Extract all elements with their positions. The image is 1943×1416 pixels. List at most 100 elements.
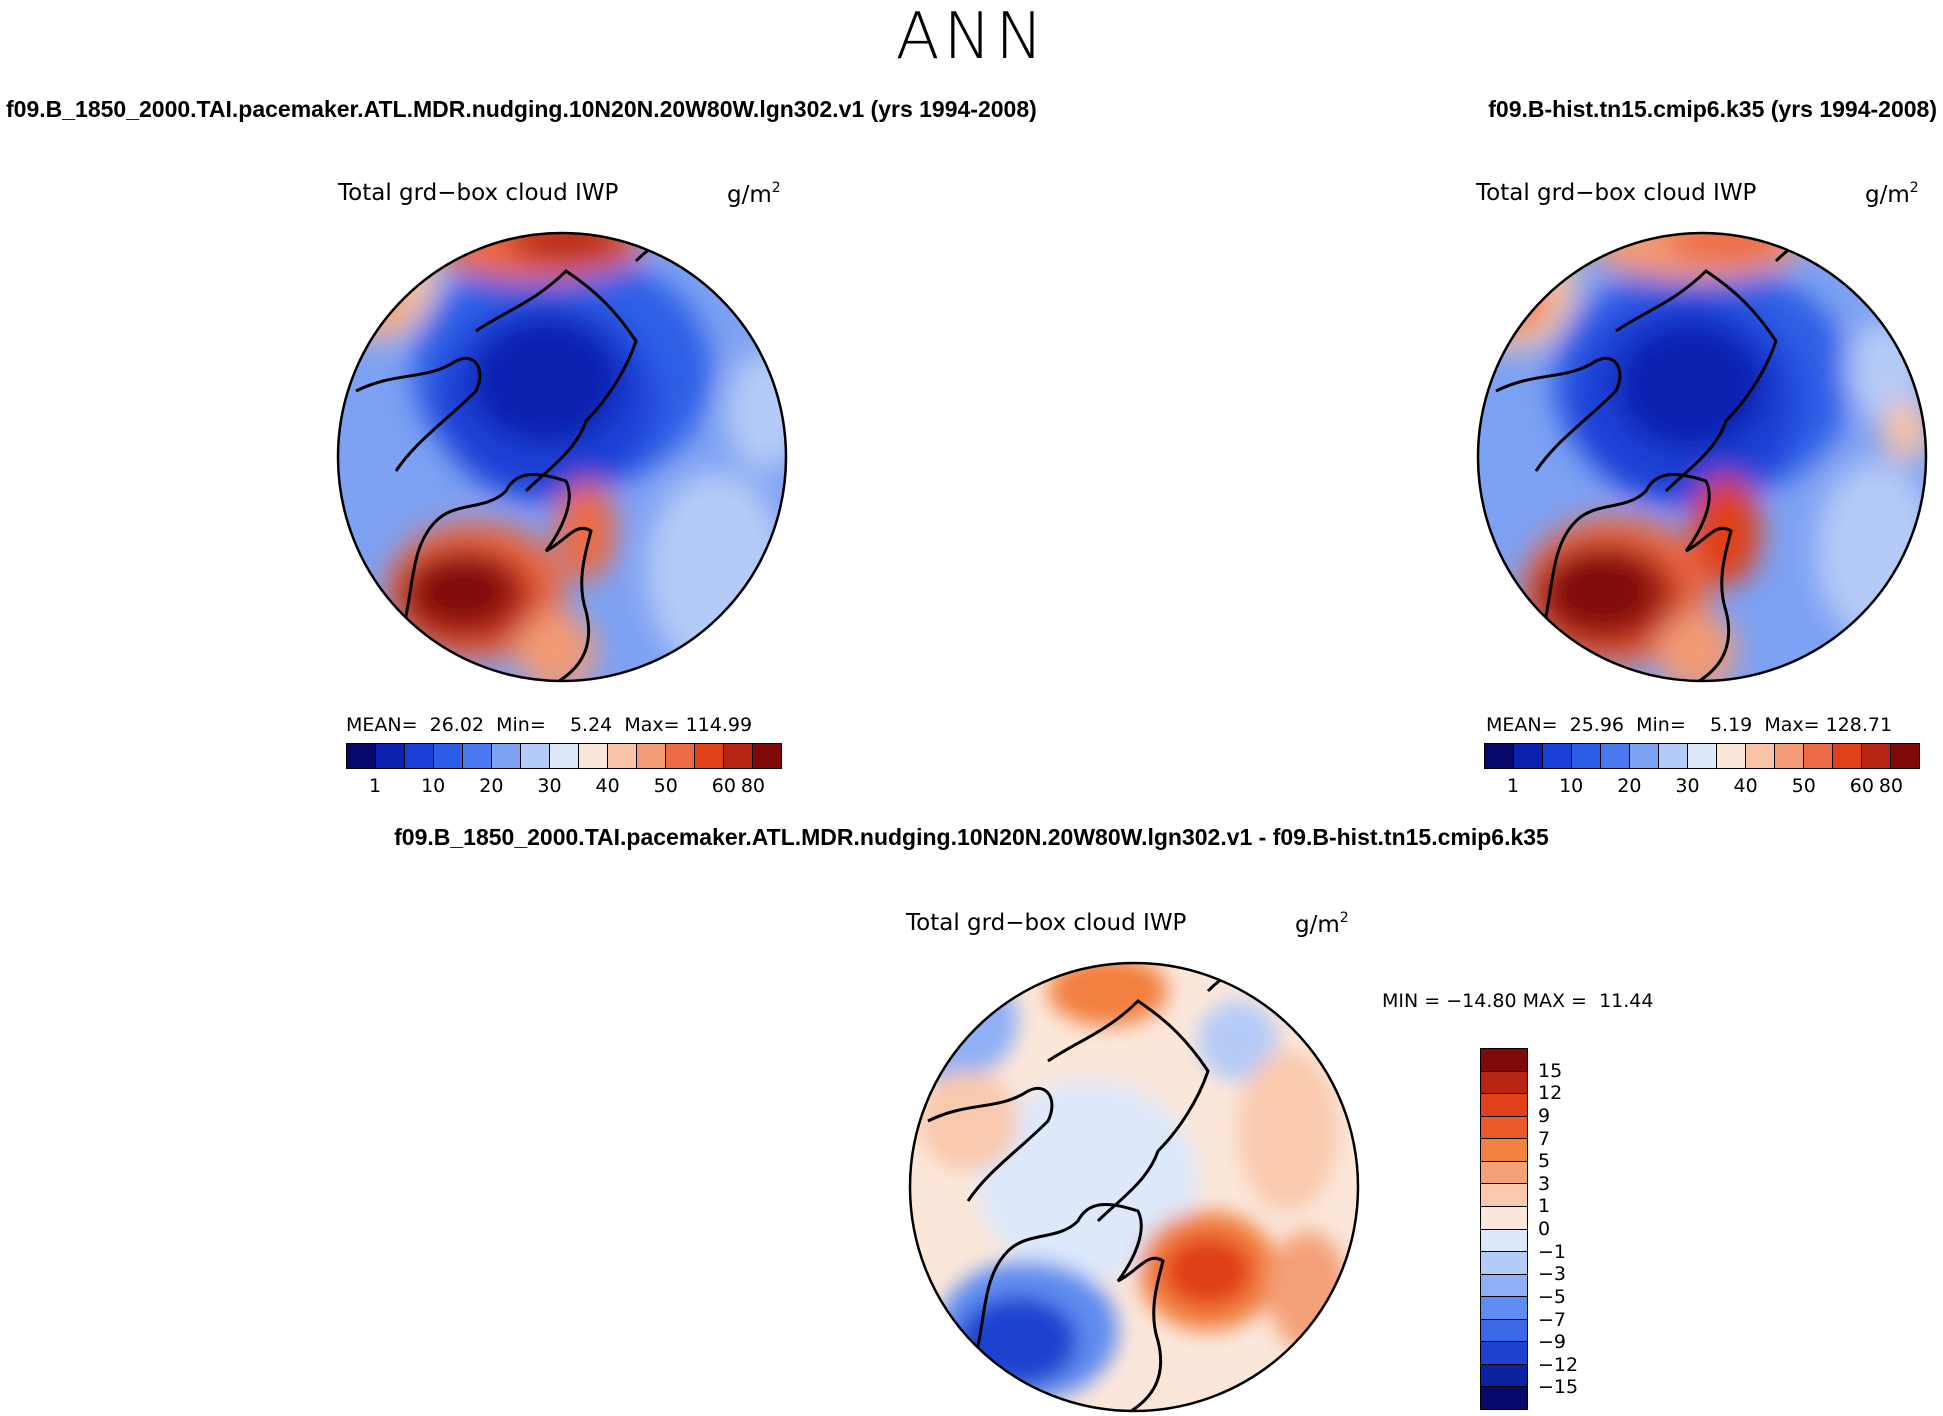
colorbar-tick-label: 10: [421, 775, 446, 797]
colorbar-swatch: [1481, 1297, 1527, 1320]
colorbar-tick-label: 5: [1538, 1150, 1551, 1173]
colorbar-swatch: [1862, 744, 1891, 768]
colorbar-tick-label: 3: [1538, 1172, 1551, 1195]
polar-map-diff: [908, 961, 1360, 1413]
season-title: ANN: [895, 0, 1048, 74]
colorbar-tick-label: 50: [1791, 775, 1816, 797]
colorbar-tick-label: 80: [1878, 775, 1904, 797]
colorbar-swatch: [1481, 1364, 1527, 1388]
colorbar-swatch: [1481, 1274, 1527, 1298]
colorbar-swatch: [434, 744, 463, 768]
colorbar-swatch: [1659, 744, 1688, 768]
colorbar-swatch: [1543, 744, 1572, 768]
colorbar-swatch: [1481, 1139, 1527, 1162]
colorbar-swatch: [637, 744, 666, 768]
colorbar-swatch: [666, 744, 695, 768]
coastlines: [1495, 233, 1917, 681]
colorbar-tick-label: 7: [1538, 1127, 1551, 1150]
colorbar-tick-label: 20: [479, 775, 504, 797]
colorbar-tick-label: 20: [1617, 775, 1642, 797]
polar-map-1: [336, 231, 788, 683]
colorbar-swatch: [1481, 1387, 1527, 1409]
colorbar-swatch: [1481, 1116, 1527, 1140]
colorbar-tick-label: 15: [1538, 1059, 1563, 1082]
colorbar-swatch: [1891, 744, 1919, 768]
colorbar-swatch: [1572, 744, 1601, 768]
units-diff: g/m2: [1295, 910, 1349, 938]
colorbar-swatch: [724, 744, 753, 768]
colorbar-swatch: [550, 744, 579, 768]
colorbar-diff-labels: 15 12 9 7 5 3 1 0 −1 −3 −5 −7 −9 −12 −15: [1538, 1048, 1598, 1410]
units-1: g/m2: [727, 180, 781, 208]
units-2: g/m2: [1865, 180, 1919, 208]
colorbar-tick-label: 40: [1733, 775, 1758, 797]
colorbar-swatch: [376, 744, 405, 768]
colorbar-1: [346, 743, 782, 769]
stats-2: MEAN= 25.96 Min= 5.19 Max= 128.71: [1486, 714, 1893, 736]
colorbar-diff: [1480, 1048, 1528, 1410]
stats-diff: MIN = −14.80 MAX = 11.44: [1382, 990, 1654, 1012]
colorbar-tick-label: 10: [1559, 775, 1584, 797]
colorbar-tick-label: 30: [537, 775, 562, 797]
colorbar-swatch: [1481, 1229, 1527, 1253]
colorbar-swatch: [608, 744, 637, 768]
colorbar-tick-label: 30: [1675, 775, 1700, 797]
colorbar-swatch: [1481, 1184, 1527, 1207]
colorbar-1-labels: 1 10 20 30 40 50 60 80: [346, 775, 782, 801]
colorbar-swatch: [1688, 744, 1717, 768]
colorbar-swatch: [1514, 744, 1543, 768]
colorbar-swatch: [579, 744, 608, 768]
polar-map-2: [1476, 231, 1928, 683]
variable-title-diff: Total grd−box cloud IWP: [906, 910, 1187, 936]
variable-title-1: Total grd−box cloud IWP: [338, 180, 619, 206]
colorbar-tick-label: −15: [1538, 1376, 1579, 1399]
colorbar-swatch: [1833, 744, 1862, 768]
colorbar-tick-label: 0: [1538, 1218, 1551, 1240]
colorbar-tick-label: 80: [740, 775, 766, 797]
map-border: [908, 961, 1360, 1413]
colorbar-tick-label: −3: [1538, 1263, 1567, 1286]
colorbar-swatch: [1804, 744, 1833, 768]
colorbar-swatch: [521, 744, 550, 768]
case-title-2: f09.B-hist.tn15.cmip6.k35 (yrs 1994-2008…: [1488, 96, 1937, 122]
colorbar-swatch: [1481, 1342, 1527, 1365]
colorbar-tick-label: 50: [653, 775, 678, 797]
colorbar-swatch: [347, 744, 376, 768]
colorbar-tick-label: 60: [711, 775, 736, 797]
colorbar-swatch: [753, 744, 781, 768]
colorbar-2: [1484, 743, 1920, 769]
variable-title-2: Total grd−box cloud IWP: [1476, 180, 1757, 206]
case-title-1: f09.B_1850_2000.TAI.pacemaker.ATL.MDR.nu…: [6, 96, 1037, 122]
colorbar-tick-label: 60: [1849, 775, 1874, 797]
colorbar-swatch: [1630, 744, 1659, 768]
colorbar-swatch: [695, 744, 724, 768]
colorbar-tick-label: 1: [369, 775, 382, 797]
colorbar-tick-label: 1: [1538, 1195, 1551, 1218]
colorbar-tick-label: 40: [595, 775, 620, 797]
colorbar-swatch: [1717, 744, 1746, 768]
colorbar-swatch: [1775, 744, 1804, 768]
colorbar-swatch: [1481, 1094, 1527, 1117]
colorbar-2-labels: 1 10 20 30 40 50 60 80: [1484, 775, 1920, 801]
colorbar-swatch: [1485, 744, 1514, 768]
stats-1: MEAN= 26.02 Min= 5.24 Max= 114.99: [346, 714, 753, 736]
colorbar-swatch: [1481, 1161, 1527, 1185]
colorbar-tick-label: −7: [1538, 1308, 1567, 1331]
diff-case-title: f09.B_1850_2000.TAI.pacemaker.ATL.MDR.nu…: [394, 824, 1549, 850]
colorbar-swatch: [1746, 744, 1775, 768]
colorbar-tick-label: −1: [1538, 1240, 1567, 1263]
map-border: [336, 231, 788, 683]
colorbar-tick-label: 9: [1538, 1104, 1551, 1127]
colorbar-tick-label: 12: [1538, 1082, 1563, 1105]
colorbar-tick-label: −5: [1538, 1285, 1567, 1308]
colorbar-swatch: [1481, 1252, 1527, 1275]
colorbar-tick-label: 1: [1507, 775, 1520, 797]
map-border: [1476, 231, 1928, 683]
colorbar-swatch: [1481, 1206, 1527, 1230]
colorbar-swatch: [463, 744, 492, 768]
colorbar-swatch: [1481, 1071, 1527, 1095]
colorbar-swatch: [1601, 744, 1630, 768]
colorbar-swatch: [1481, 1319, 1527, 1343]
colorbar-swatch: [1481, 1049, 1527, 1072]
colorbar-swatch: [405, 744, 434, 768]
